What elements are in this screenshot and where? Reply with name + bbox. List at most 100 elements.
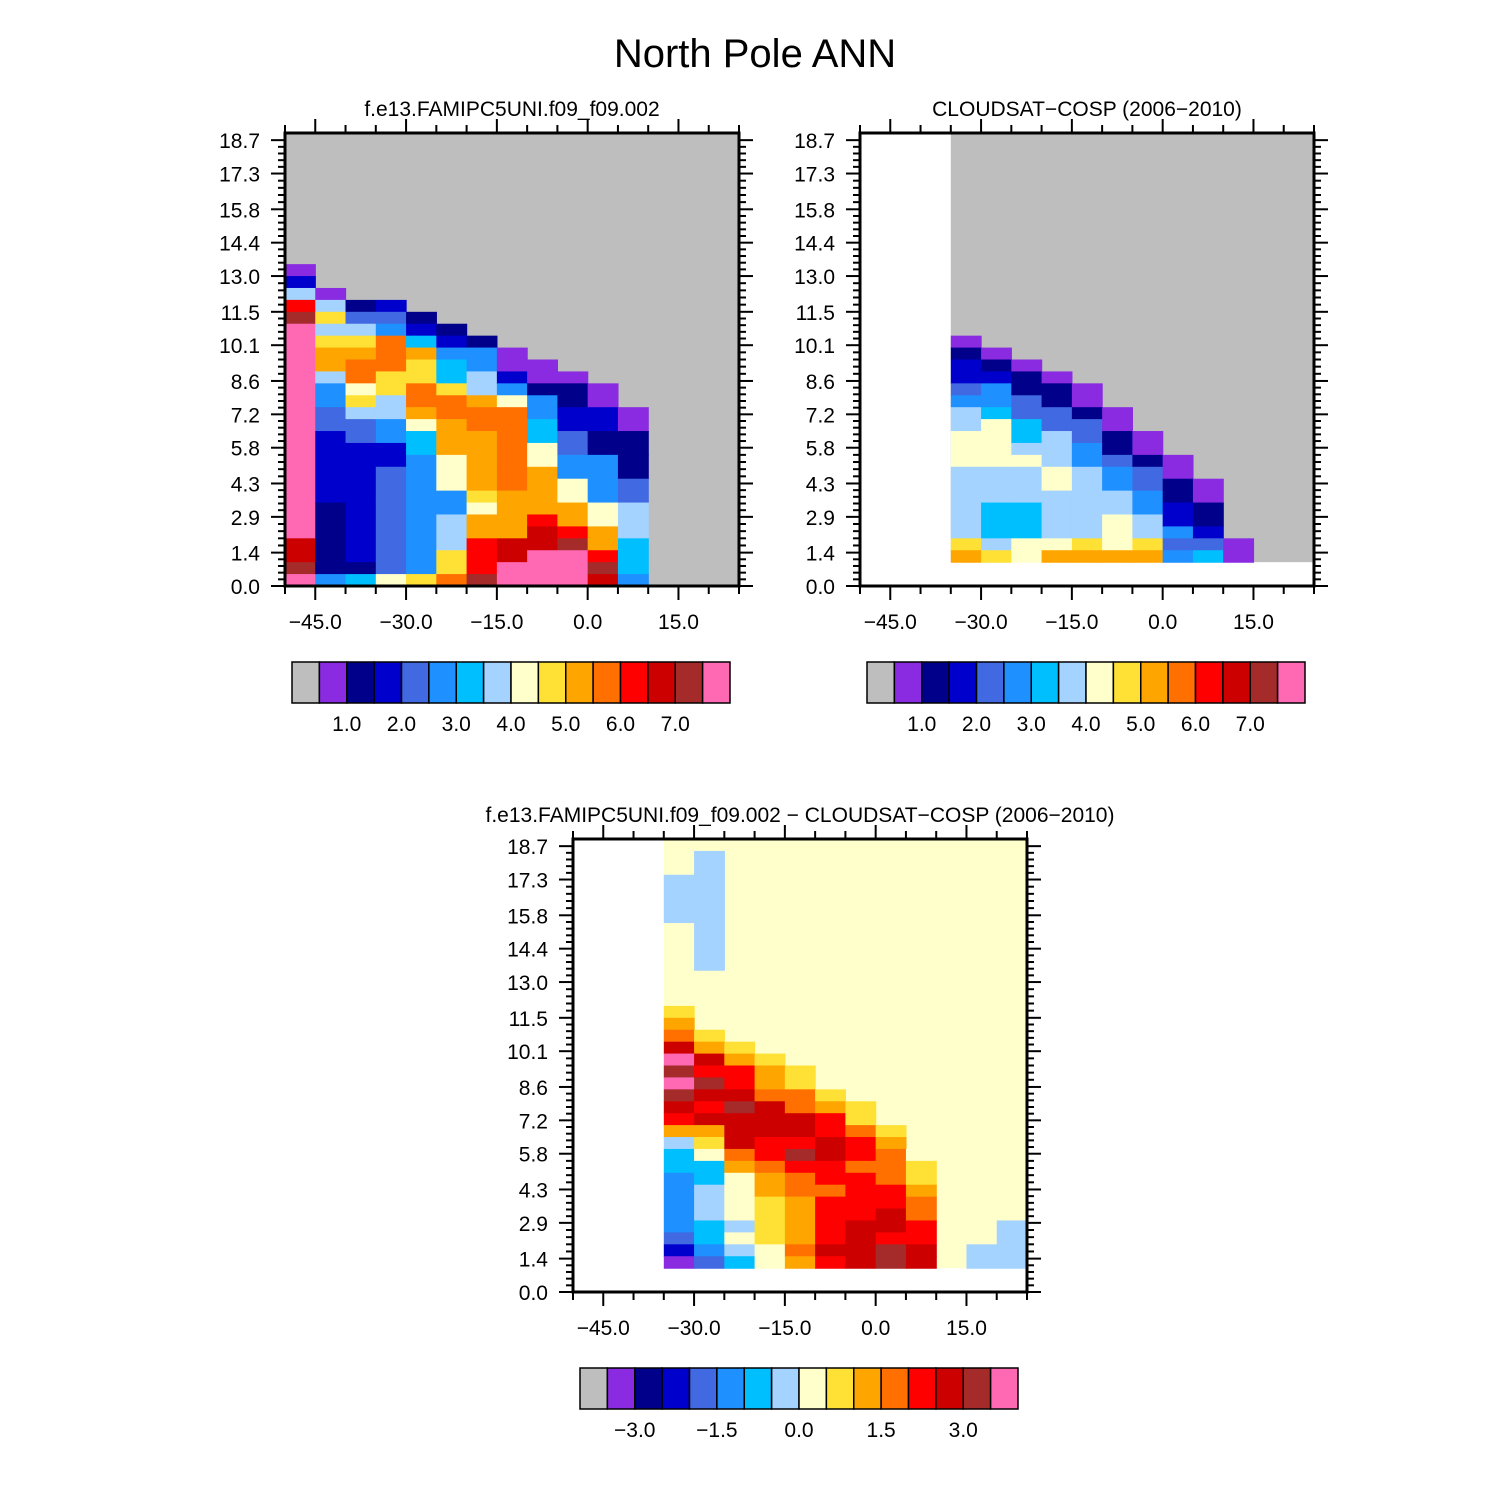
heatmap-cell <box>1192 526 1224 539</box>
heatmap-cell <box>663 1148 695 1174</box>
heatmap-cell <box>754 1089 786 1102</box>
y-tick-label: 4.3 <box>519 1179 548 1202</box>
colorbar-swatch <box>619 661 649 704</box>
heatmap-cell <box>981 383 1012 408</box>
heatmap-cell <box>466 335 498 349</box>
heatmap-cell <box>406 478 437 575</box>
heatmap-cell <box>694 1041 725 1055</box>
heatmap-cell <box>1071 538 1103 551</box>
colorbar-swatch <box>701 661 731 704</box>
heatmap-cell <box>345 359 377 384</box>
heatmap-cell <box>981 538 1012 551</box>
heatmap-cell <box>663 1077 695 1090</box>
heatmap-cell <box>754 1077 786 1090</box>
heatmap-cell <box>496 383 528 396</box>
colorbar-label: 3.0 <box>1017 713 1046 736</box>
heatmap-cell <box>1071 383 1103 408</box>
heatmap-cells <box>663 850 1028 1269</box>
heatmap-cell <box>1132 514 1164 539</box>
y-tick-label: 11.5 <box>509 1008 548 1031</box>
heatmap-cell <box>1162 526 1194 539</box>
heatmap-cell <box>587 431 619 444</box>
heatmap-cell <box>496 490 528 516</box>
y-tick-label: 15.8 <box>507 905 548 928</box>
heatmap-cell <box>587 442 619 456</box>
heatmap-cell <box>557 454 589 480</box>
heatmap-cell <box>845 1137 877 1150</box>
heatmap-cell <box>587 454 619 480</box>
heatmap-cell <box>406 454 437 480</box>
heatmap-cell <box>905 1196 937 1222</box>
heatmap-cell <box>285 538 316 563</box>
heatmap-cell <box>406 359 437 384</box>
x-tick-label: −30.0 <box>954 611 1007 634</box>
panel-title: f.e13.FAMIPC5UNI.f09_f09.002 <box>364 98 659 121</box>
heatmap-cell <box>617 454 649 480</box>
heatmap-cell <box>466 466 498 492</box>
heatmap-cell <box>784 1160 816 1174</box>
heatmap-cell <box>496 562 528 587</box>
x-tick-label: 15.0 <box>658 611 699 634</box>
heatmap-cell <box>557 526 589 539</box>
y-tick-label: 7.2 <box>806 404 835 427</box>
heatmap-cell <box>754 1101 786 1114</box>
colorbar-swatch <box>1276 661 1306 704</box>
heatmap-cell <box>754 1160 786 1174</box>
heatmap-cell <box>754 1053 786 1067</box>
heatmap-cell <box>905 1172 937 1186</box>
heatmap-cell <box>375 442 407 468</box>
heatmap-cell <box>1011 466 1043 504</box>
colorbar-label: 5.0 <box>1126 713 1155 736</box>
heatmap-cells <box>285 264 649 587</box>
colorbar-label: 7.0 <box>1236 713 1265 736</box>
heatmap-cell <box>845 1196 877 1222</box>
heatmap-cell <box>406 311 437 325</box>
heatmap-cell <box>285 311 316 325</box>
colorbar-swatch <box>1249 661 1279 704</box>
heatmap-cell <box>694 1053 725 1067</box>
y-tick-label: 18.7 <box>219 130 260 153</box>
panel-cloudsat: −45.0 −30.0 −15.0 0.0 15.0 18.7 17.3 15.8 14.4 13… <box>794 98 1328 736</box>
x-tick-label: −45.0 <box>864 611 917 634</box>
colorbar-swatch <box>743 1367 773 1410</box>
y-tick-label: 18.7 <box>794 130 835 153</box>
colorbar-swatch <box>1222 661 1251 704</box>
heatmap-cell <box>345 311 377 325</box>
colorbar-swatch <box>688 1367 718 1410</box>
heatmap-cell <box>694 1137 725 1150</box>
heatmap-cell <box>663 1005 695 1019</box>
heatmap-cell <box>724 1077 756 1090</box>
heatmap-cell <box>1102 407 1133 432</box>
heatmap-cell <box>694 1029 725 1043</box>
heatmap-cell <box>1132 454 1164 468</box>
heatmap-cell <box>724 1232 756 1245</box>
heatmap-cell <box>905 1220 937 1245</box>
colorbar: 1.0 2.0 3.0 4.0 5.0 6.0 7.0 <box>291 661 731 736</box>
heatmap-cell <box>1192 550 1224 563</box>
heatmap-cell <box>436 335 468 349</box>
colorbar: 1.0 2.0 3.0 4.0 5.0 6.0 7.0 <box>866 661 1306 736</box>
colorbar: −3.0 −1.5 0.0 1.5 3.0 <box>579 1367 1019 1442</box>
heatmap-cell <box>587 407 619 432</box>
heatmap-cell <box>466 490 498 504</box>
heatmap-cell <box>375 502 407 575</box>
heatmap-cell <box>557 478 589 504</box>
colorbar-swatch <box>1057 661 1087 704</box>
heatmap-cell <box>527 490 558 516</box>
colorbar-label: 3.0 <box>442 713 471 736</box>
heatmap-cell <box>875 1208 907 1233</box>
colorbar-swatch <box>975 661 1005 704</box>
y-tick-label: 0.0 <box>806 576 835 599</box>
heatmap-cell <box>557 371 589 384</box>
heatmap-cell <box>663 1196 695 1233</box>
heatmap-cell <box>663 1029 695 1043</box>
heatmap-cell <box>875 1184 907 1210</box>
heatmap-cell <box>557 431 589 456</box>
heatmap-cell <box>663 874 695 924</box>
heatmap-cell <box>466 395 498 408</box>
heatmap-cell <box>694 850 725 971</box>
heatmap-cell <box>815 1196 846 1245</box>
heatmap-cell <box>1132 431 1164 456</box>
heatmap-cell <box>1102 431 1133 456</box>
heatmap-cell <box>285 264 316 277</box>
